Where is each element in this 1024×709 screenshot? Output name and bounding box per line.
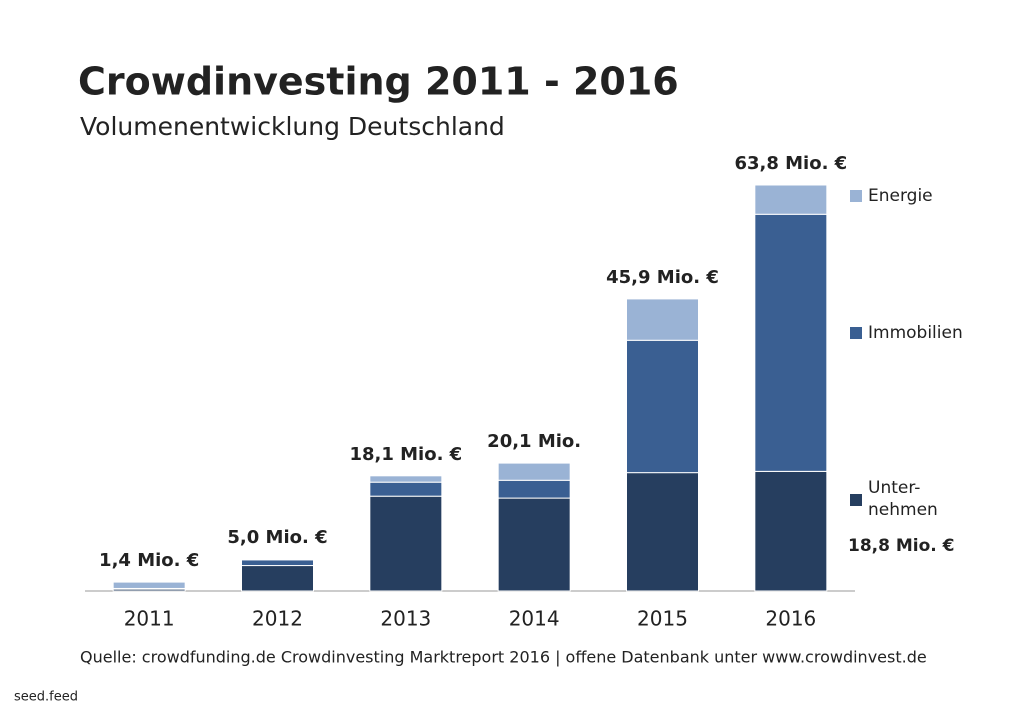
x-tick-label: 2013 [380,607,431,631]
legend-label: Immobilien [868,323,963,343]
total-label: 5,0 Mio. € [227,527,327,548]
bar-segment [241,558,314,561]
legend-label: Energie [868,186,933,206]
total-label: 1,4 Mio. € [99,550,199,571]
legend-label-line: Unter- [868,478,920,498]
bar-segment [626,298,699,341]
x-tick-label: 2015 [637,607,688,631]
annotation: 18,8 Mio. € [848,536,955,556]
legend-swatch [850,494,862,506]
bar-segment [754,184,828,215]
bar-segment [754,470,828,592]
bar-segment [497,462,571,481]
bar-segment [497,497,571,592]
legend-label: Unter-nehmen [868,478,938,520]
x-tick-label: 2014 [509,607,560,631]
bar-segment [369,475,443,483]
x-tick-label: 2011 [124,607,175,631]
chart-subtitle: Volumenentwicklung Deutschland [80,112,505,141]
total-label: 63,8 Mio. € [734,153,847,174]
total-label: 18,1 Mio. € [349,444,462,465]
watermark: seed.feed [14,690,78,705]
bar-segment [241,565,314,592]
source: Quelle: crowdfunding.de Crowdinvesting M… [80,648,927,667]
x-tick-label: 2016 [765,607,816,631]
chart-title: Crowdinvesting 2011 - 2016 [78,60,679,104]
bar-segment [369,481,443,497]
total-label: 20,1 Mio. [487,431,581,452]
bar-segment [497,479,571,499]
bar-segment [369,495,443,592]
legend-swatch [850,190,862,202]
bar-segment [112,581,186,589]
bar-segment [754,213,828,472]
bar-segment [241,559,314,567]
bar-segment [626,339,699,474]
legend-swatch [850,327,862,339]
bar-segment [626,472,699,592]
x-tick-label: 2012 [252,607,303,631]
total-label: 45,9 Mio. € [606,267,719,288]
legend-label-line: nehmen [868,500,938,520]
